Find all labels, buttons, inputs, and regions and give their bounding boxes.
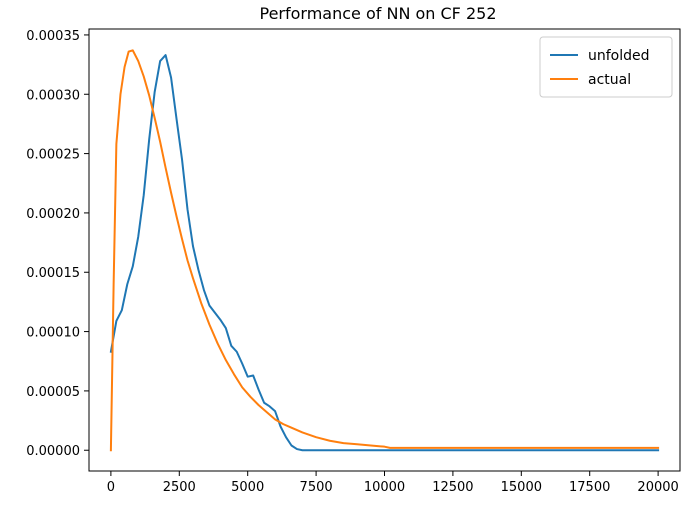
legend-label-actual: actual <box>588 72 631 88</box>
y-tick-label: 0.00000 <box>26 444 80 459</box>
x-tick-label: 0 <box>107 480 115 495</box>
x-tick-label: 20000 <box>637 480 678 495</box>
series-line-unfolded <box>109 54 660 452</box>
x-tick-label: 2500 <box>163 480 196 495</box>
y-tick-label: 0.00020 <box>26 207 80 222</box>
legend: unfolded actual <box>539 36 673 98</box>
y-tick-label: 0.00010 <box>26 326 80 341</box>
y-tick-label: 0.00015 <box>26 266 80 281</box>
chart-title: Performance of NN on CF 252 <box>259 4 496 23</box>
legend-label-unfolded: unfolded <box>588 48 650 64</box>
y-tick-label: 0.00035 <box>26 29 80 44</box>
x-axis-ticks: 0 2500 5000 7500 10000 12500 15000 17500 20000 <box>107 471 679 495</box>
y-tick-label: 0.00025 <box>26 148 80 163</box>
plot-lines <box>109 49 660 452</box>
x-tick-label: 10000 <box>364 480 405 495</box>
x-tick-label: 5000 <box>231 480 264 495</box>
x-tick-label: 17500 <box>569 480 610 495</box>
x-tick-label: 12500 <box>432 480 473 495</box>
y-tick-label: 0.00005 <box>26 385 80 400</box>
y-axis-ticks: 0.00000 0.00005 0.00010 0.00015 0.00020 0.000… <box>26 29 89 459</box>
legend-box <box>539 36 673 98</box>
series-line-actual <box>109 49 660 452</box>
x-tick-label: 7500 <box>300 480 333 495</box>
x-tick-label: 15000 <box>501 480 542 495</box>
y-tick-label: 0.00030 <box>26 88 80 103</box>
